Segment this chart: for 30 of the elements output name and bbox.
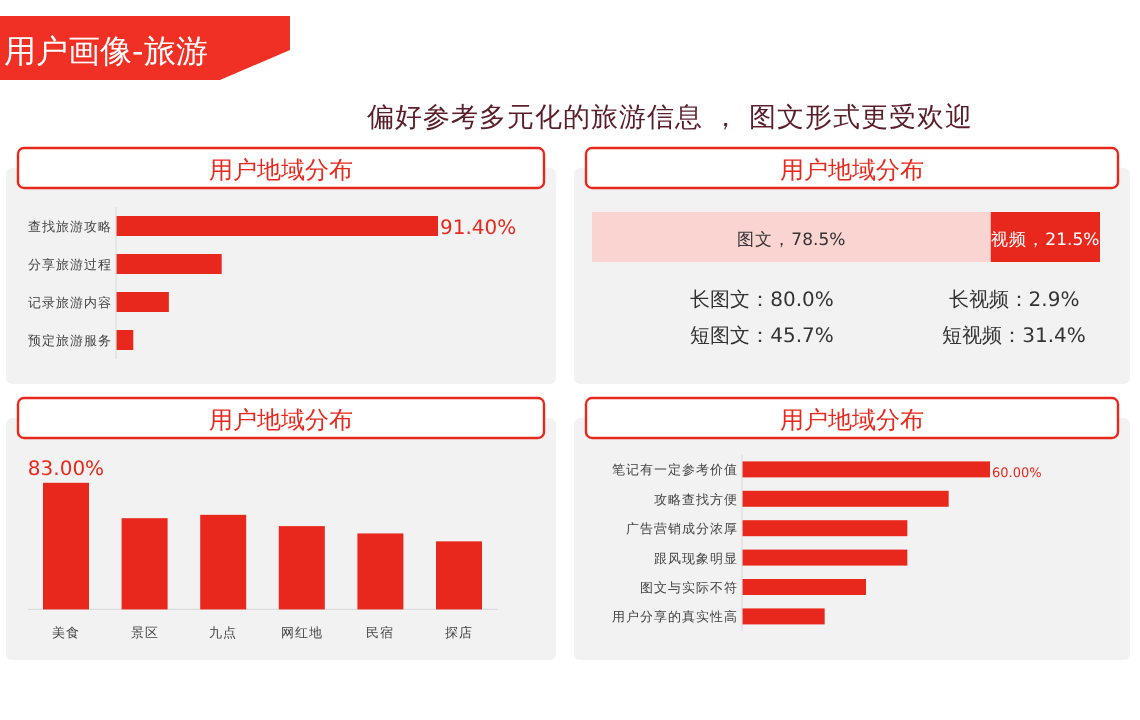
- bar: [121, 518, 168, 610]
- bar: [436, 541, 482, 610]
- data-label: 图文，78.5%: [737, 229, 846, 251]
- text: 用户画像-旅游: [4, 32, 208, 70]
- bar: [116, 216, 438, 236]
- chart-title: 用户地域分布: [780, 156, 924, 184]
- bar: [742, 608, 825, 625]
- bar: [357, 533, 404, 610]
- data-label: 视频，21.5%: [991, 229, 1100, 251]
- chart-title: 用户地域分布: [780, 406, 924, 434]
- bar: [278, 526, 325, 610]
- chart-title: 用户地域分布: [209, 406, 353, 434]
- text: 短图文：45.7%: [690, 324, 834, 348]
- text: 短视频：31.4%: [942, 324, 1086, 348]
- bar: [742, 490, 949, 507]
- text: 偏好参考多元化的旅游信息 ， 图文形式更受欢迎: [367, 102, 973, 134]
- bar: [742, 579, 866, 595]
- bar: [742, 520, 908, 537]
- bar: [116, 254, 222, 274]
- bar: [200, 514, 247, 610]
- text: 长视频：2.9%: [948, 288, 1080, 312]
- bar: [116, 330, 134, 350]
- bar: [742, 549, 908, 566]
- bar: [742, 461, 990, 478]
- bar: [43, 482, 89, 610]
- data-label: 83.00%: [27, 458, 105, 481]
- text: 长图文：80.0%: [690, 288, 834, 312]
- chart-title: 用户地域分布: [209, 156, 353, 184]
- data-label: 91.40%: [440, 218, 517, 240]
- bar: [116, 292, 169, 312]
